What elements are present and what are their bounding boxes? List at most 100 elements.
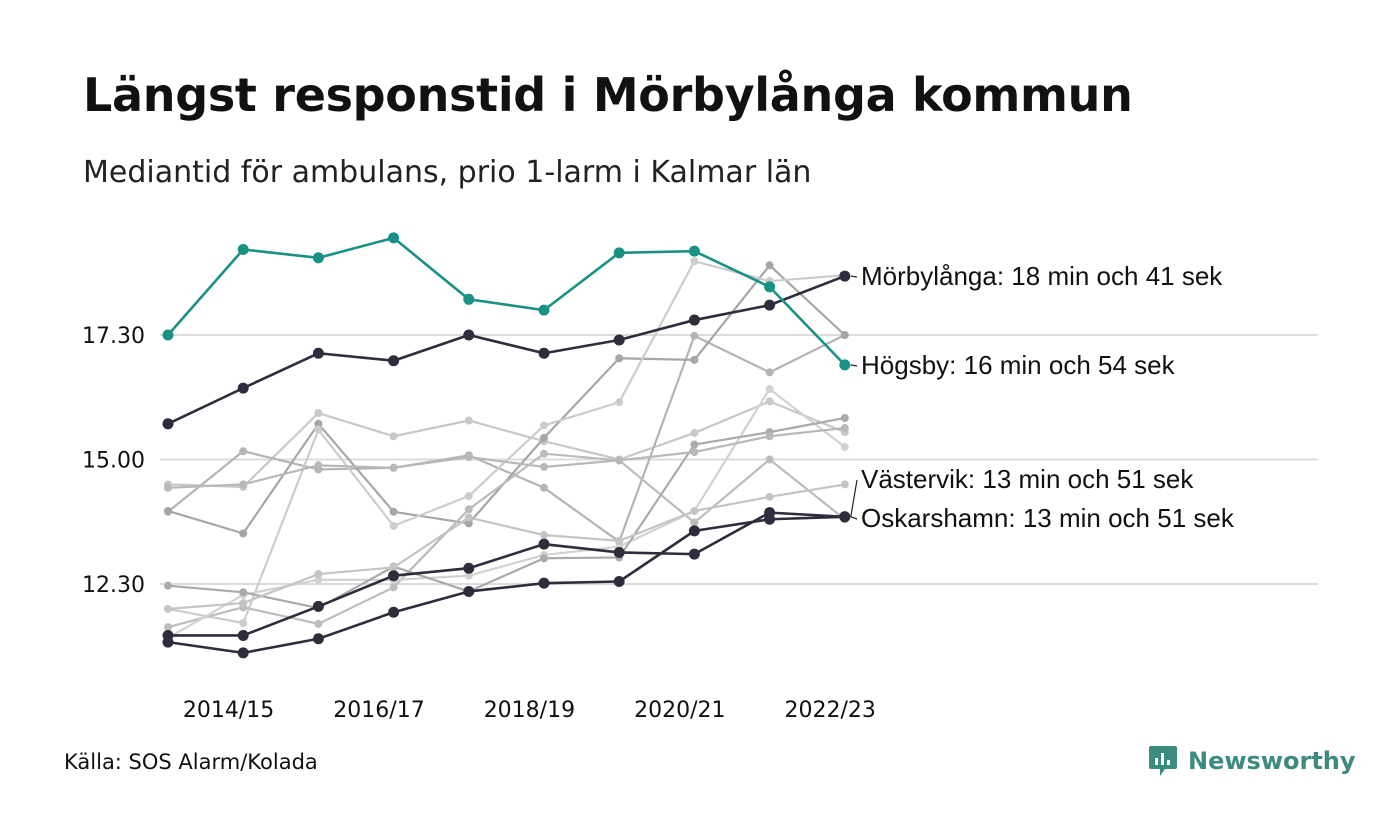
data-point — [690, 518, 699, 527]
data-point — [388, 606, 400, 618]
x-axis-tick-labels: 2014/15 2016/17 2018/19 2020/21 2022/23 — [183, 698, 876, 723]
series-line — [167, 236, 846, 366]
data-point — [312, 600, 324, 612]
data-point — [688, 548, 700, 560]
data-point — [765, 384, 774, 393]
series-line — [167, 515, 845, 655]
data-point — [690, 506, 699, 515]
series-end-label: Högsby: 16 min och 54 sek — [861, 350, 1176, 380]
series-line — [168, 511, 845, 637]
data-point — [314, 575, 323, 584]
data-point — [239, 619, 248, 628]
data-point — [690, 331, 699, 340]
data-point — [389, 432, 398, 441]
data-point — [463, 585, 475, 597]
brand-logo: Newsworthy — [1148, 744, 1356, 778]
data-point — [765, 432, 774, 441]
data-point — [540, 421, 548, 430]
background-series — [164, 414, 849, 613]
series-line — [167, 426, 845, 489]
data-point — [388, 232, 400, 244]
data-point — [540, 531, 548, 540]
data-point — [162, 329, 174, 341]
data-point — [839, 511, 851, 523]
data-point — [765, 368, 774, 377]
series-line — [167, 400, 846, 488]
data-point — [389, 463, 398, 472]
data-point — [615, 536, 624, 545]
data-point — [540, 462, 548, 471]
data-point — [613, 334, 625, 346]
background-series — [164, 261, 849, 538]
data-point — [389, 507, 398, 516]
data-point — [615, 398, 624, 407]
data-point — [464, 492, 473, 501]
data-point — [764, 281, 776, 293]
x-tick-label: 2016/17 — [333, 698, 424, 723]
background-series — [164, 480, 849, 613]
data-point — [840, 443, 849, 452]
data-point — [312, 633, 324, 645]
highlight-series — [162, 511, 851, 659]
data-point — [237, 647, 249, 659]
data-point — [688, 525, 700, 537]
data-point — [389, 521, 398, 530]
data-point — [538, 347, 550, 359]
data-point — [540, 554, 548, 563]
label-leader-line — [850, 364, 858, 367]
data-point — [540, 483, 548, 492]
data-point — [239, 588, 248, 597]
data-point — [690, 448, 699, 457]
highlight-series — [162, 270, 851, 430]
data-point — [464, 453, 473, 462]
data-point — [688, 245, 700, 257]
x-tick-label: 2022/23 — [784, 698, 875, 723]
data-point — [389, 563, 398, 572]
data-point — [239, 480, 248, 489]
data-point — [690, 257, 699, 266]
series-line — [167, 483, 845, 610]
series-line — [167, 387, 846, 639]
data-point — [463, 293, 475, 305]
background-series — [164, 449, 849, 632]
background-series — [164, 397, 849, 491]
chart-title: Längst responstid i Mörbylånga kommun — [83, 68, 1133, 122]
highlight-series — [162, 232, 851, 371]
data-point — [464, 519, 473, 528]
series-line — [167, 260, 845, 625]
series-end-label: Oskarshamn: 13 min och 51 sek — [861, 503, 1235, 533]
data-point — [162, 418, 174, 430]
data-point — [840, 331, 849, 339]
chart-subtitle: Mediantid för ambulans, prio 1-larm i Ka… — [83, 155, 812, 190]
data-point — [388, 570, 400, 582]
series-lines — [162, 232, 851, 659]
data-point — [690, 428, 699, 437]
source-note: Källa: SOS Alarm/Kolada — [64, 750, 318, 774]
data-point — [464, 513, 473, 522]
series-end-label: Västervik: 13 min och 51 sek — [861, 464, 1194, 494]
grid-lines — [160, 334, 1318, 585]
data-point — [237, 244, 249, 256]
series-line — [167, 274, 846, 425]
data-point — [314, 425, 323, 434]
data-point — [839, 270, 851, 282]
data-point — [538, 304, 550, 316]
data-point — [765, 455, 774, 464]
label-leader-line — [850, 275, 858, 278]
data-point — [239, 599, 248, 608]
data-point — [540, 433, 548, 442]
data-point — [464, 416, 473, 425]
x-tick-label: 2014/15 — [183, 698, 274, 723]
data-point — [613, 576, 625, 588]
data-point — [839, 359, 851, 371]
y-tick-label: 15.00 — [82, 449, 145, 474]
data-point — [164, 483, 172, 492]
data-point — [840, 423, 849, 432]
data-point — [164, 581, 172, 590]
data-point — [314, 419, 323, 428]
data-point — [314, 570, 323, 579]
data-point — [765, 492, 774, 501]
data-point — [840, 480, 849, 489]
y-tick-label: 17.30 — [82, 324, 145, 349]
